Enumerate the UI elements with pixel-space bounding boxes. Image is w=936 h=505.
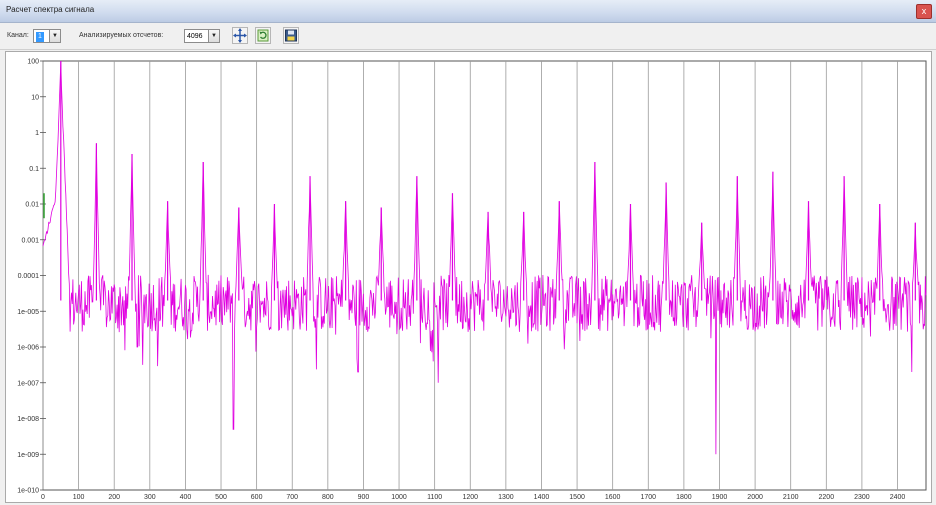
x-tick-label: 1900 [712, 494, 728, 501]
y-tick-label: 1e-007 [17, 380, 39, 387]
y-tick-label: 100 [27, 59, 39, 66]
y-tick-label: 0.1 [29, 166, 39, 173]
spectrum-chart: 0 100 200 300 400 500 600 700 800 900 1000 1100 1200… [17, 59, 927, 501]
x-tick-label: 2200 [819, 494, 835, 501]
y-tick-label: 1e-010 [17, 488, 39, 495]
channel-value: 1 [36, 32, 44, 42]
plot-area [42, 60, 927, 491]
close-button[interactable]: x [916, 4, 932, 19]
x-tick-label: 1200 [462, 494, 478, 501]
move-cross-icon [233, 28, 247, 43]
x-tick-label: 2300 [854, 494, 870, 501]
y-tick-label: 1e-006 [17, 345, 39, 352]
x-tick-label: 200 [108, 494, 120, 501]
samples-value: 4096 [187, 33, 203, 40]
chevron-down-icon: ▼ [208, 30, 219, 42]
x-tick-label: 2400 [890, 494, 906, 501]
x-tick-label: 900 [358, 494, 370, 501]
y-tick-label: 1e-005 [17, 309, 39, 316]
x-tick-label: 1400 [534, 494, 550, 501]
channel-label: Канал: [7, 32, 29, 39]
x-tick-label: 700 [286, 494, 298, 501]
y-tick-label: 1e-008 [17, 416, 39, 423]
x-tick-label: 1600 [605, 494, 621, 501]
y-tick-label: 10 [31, 94, 39, 101]
y-tick-label: 1 [35, 130, 39, 137]
refresh-button[interactable] [255, 27, 271, 44]
y-tick-label: 0.0001 [18, 273, 40, 280]
refresh-icon [257, 29, 269, 42]
pan-button[interactable] [232, 27, 248, 44]
x-tick-label: 100 [73, 494, 85, 501]
x-tick-label: 0 [41, 494, 45, 501]
x-tick-label: 500 [215, 494, 227, 501]
x-tick-label: 1100 [427, 494, 442, 501]
samples-label: Анализируемых отсчетов: [79, 32, 164, 39]
samples-select[interactable]: 4096 ▼ [184, 29, 220, 43]
spectrum-plot[interactable]: 0 100 200 300 400 500 600 700 800 900 1000 1100 1200… [5, 51, 932, 503]
y-tick-label: 0.01 [25, 202, 39, 209]
x-tick-label: 300 [144, 494, 156, 501]
x-tick-label: 1500 [569, 494, 585, 501]
spectrum-series-line [42, 60, 927, 455]
x-tick-label: 400 [180, 494, 192, 501]
x-tick-label: 2100 [783, 494, 799, 501]
x-tick-label: 2000 [747, 494, 763, 501]
save-button[interactable] [283, 27, 299, 44]
x-tick-label: 1700 [640, 494, 656, 501]
floppy-disk-icon [285, 29, 297, 42]
chevron-down-icon: ▼ [49, 30, 60, 42]
x-tick-label: 1800 [676, 494, 692, 501]
x-tick-label: 600 [251, 494, 263, 501]
x-tick-label: 1300 [498, 494, 514, 501]
x-tick-label: 1000 [391, 494, 407, 501]
toolbar: Канал: 1 ▼ Анализируемых отсчетов: 4096 … [0, 23, 936, 50]
y-tick-label: 0.001 [21, 237, 39, 244]
channel-select[interactable]: 1 ▼ [33, 29, 61, 43]
window-title: Расчет спектра сигнала [6, 5, 95, 14]
x-tick-label: 800 [322, 494, 334, 501]
y-tick-label: 1e-009 [17, 452, 39, 459]
title-bar[interactable]: Расчет спектра сигнала x [0, 0, 936, 23]
